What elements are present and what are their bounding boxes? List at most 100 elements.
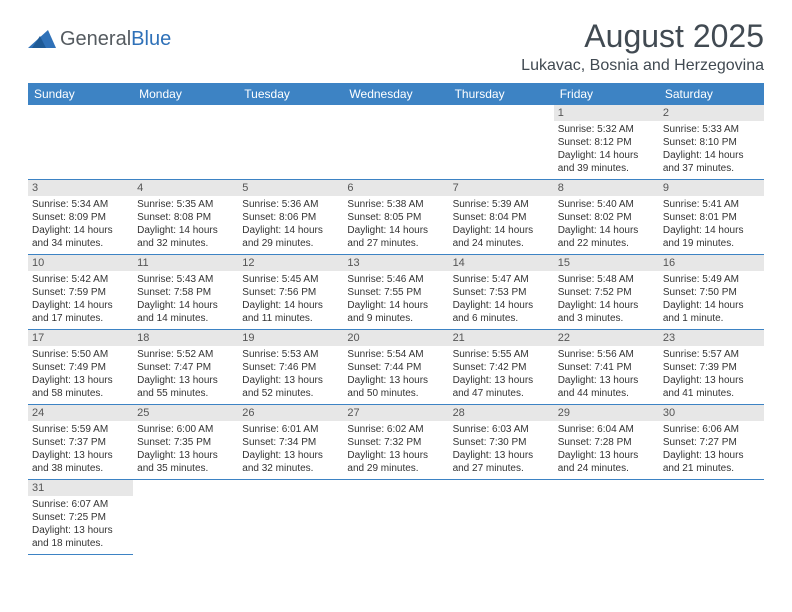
sunset-text: Sunset: 7:47 PM	[137, 361, 234, 374]
day-details: Sunrise: 5:55 AM Sunset: 7:42 PM Dayligh…	[449, 346, 554, 404]
sunset-text: Sunset: 7:28 PM	[558, 436, 655, 449]
logo-text: GeneralBlue	[60, 28, 171, 51]
calendar-cell: 28 Sunrise: 6:03 AM Sunset: 7:30 PM Dayl…	[449, 405, 554, 480]
calendar-cell: 17 Sunrise: 5:50 AM Sunset: 7:49 PM Dayl…	[28, 330, 133, 405]
sunrise-text: Sunrise: 5:50 AM	[32, 348, 129, 361]
calendar-row: 1 Sunrise: 5:32 AM Sunset: 8:12 PM Dayli…	[28, 105, 764, 180]
daylight-text: Daylight: 14 hours and 14 minutes.	[137, 299, 234, 325]
location: Lukavac, Bosnia and Herzegovina	[521, 57, 764, 75]
day-details: Sunrise: 6:03 AM Sunset: 7:30 PM Dayligh…	[449, 421, 554, 479]
calendar-cell: 27 Sunrise: 6:02 AM Sunset: 7:32 PM Dayl…	[343, 405, 448, 480]
calendar-cell: 23 Sunrise: 5:57 AM Sunset: 7:39 PM Dayl…	[659, 330, 764, 405]
day-details: Sunrise: 6:06 AM Sunset: 7:27 PM Dayligh…	[659, 421, 764, 479]
daylight-text: Daylight: 13 hours and 18 minutes.	[32, 524, 129, 550]
logo-icon	[28, 26, 56, 53]
calendar-cell: 14 Sunrise: 5:47 AM Sunset: 7:53 PM Dayl…	[449, 255, 554, 330]
day-details: Sunrise: 6:01 AM Sunset: 7:34 PM Dayligh…	[238, 421, 343, 479]
daylight-text: Daylight: 13 hours and 35 minutes.	[137, 449, 234, 475]
sunset-text: Sunset: 7:37 PM	[32, 436, 129, 449]
day-details: Sunrise: 5:56 AM Sunset: 7:41 PM Dayligh…	[554, 346, 659, 404]
weekday-header: Thursday	[449, 83, 554, 105]
calendar-cell: 24 Sunrise: 5:59 AM Sunset: 7:37 PM Dayl…	[28, 405, 133, 480]
calendar-cell: 2 Sunrise: 5:33 AM Sunset: 8:10 PM Dayli…	[659, 105, 764, 180]
sunrise-text: Sunrise: 5:39 AM	[453, 198, 550, 211]
sunset-text: Sunset: 7:56 PM	[242, 286, 339, 299]
sunset-text: Sunset: 7:55 PM	[347, 286, 444, 299]
sunset-text: Sunset: 7:52 PM	[558, 286, 655, 299]
sunset-text: Sunset: 8:05 PM	[347, 211, 444, 224]
day-number: 19	[238, 330, 343, 346]
sunset-text: Sunset: 7:32 PM	[347, 436, 444, 449]
sunset-text: Sunset: 7:44 PM	[347, 361, 444, 374]
calendar-cell: 8 Sunrise: 5:40 AM Sunset: 8:02 PM Dayli…	[554, 180, 659, 255]
day-details: Sunrise: 5:34 AM Sunset: 8:09 PM Dayligh…	[28, 196, 133, 254]
weekday-header: Wednesday	[343, 83, 448, 105]
sunset-text: Sunset: 7:59 PM	[32, 286, 129, 299]
day-number: 26	[238, 405, 343, 421]
sunrise-text: Sunrise: 5:41 AM	[663, 198, 760, 211]
day-details: Sunrise: 5:52 AM Sunset: 7:47 PM Dayligh…	[133, 346, 238, 404]
daylight-text: Daylight: 13 hours and 29 minutes.	[347, 449, 444, 475]
sunrise-text: Sunrise: 5:54 AM	[347, 348, 444, 361]
calendar-cell: 25 Sunrise: 6:00 AM Sunset: 7:35 PM Dayl…	[133, 405, 238, 480]
daylight-text: Daylight: 13 hours and 52 minutes.	[242, 374, 339, 400]
sunrise-text: Sunrise: 6:01 AM	[242, 423, 339, 436]
calendar-cell: 12 Sunrise: 5:45 AM Sunset: 7:56 PM Dayl…	[238, 255, 343, 330]
calendar-row: 10 Sunrise: 5:42 AM Sunset: 7:59 PM Dayl…	[28, 255, 764, 330]
daylight-text: Daylight: 13 hours and 21 minutes.	[663, 449, 760, 475]
sunset-text: Sunset: 7:25 PM	[32, 511, 129, 524]
day-details: Sunrise: 5:49 AM Sunset: 7:50 PM Dayligh…	[659, 271, 764, 329]
day-number: 28	[449, 405, 554, 421]
day-details: Sunrise: 5:47 AM Sunset: 7:53 PM Dayligh…	[449, 271, 554, 329]
calendar-cell: 1 Sunrise: 5:32 AM Sunset: 8:12 PM Dayli…	[554, 105, 659, 180]
day-details: Sunrise: 6:07 AM Sunset: 7:25 PM Dayligh…	[28, 496, 133, 554]
day-number: 24	[28, 405, 133, 421]
day-details: Sunrise: 5:40 AM Sunset: 8:02 PM Dayligh…	[554, 196, 659, 254]
weekday-header: Friday	[554, 83, 659, 105]
day-details: Sunrise: 5:46 AM Sunset: 7:55 PM Dayligh…	[343, 271, 448, 329]
calendar-cell: 31 Sunrise: 6:07 AM Sunset: 7:25 PM Dayl…	[28, 480, 133, 555]
day-number: 9	[659, 180, 764, 196]
calendar-row: 31 Sunrise: 6:07 AM Sunset: 7:25 PM Dayl…	[28, 480, 764, 555]
day-number: 22	[554, 330, 659, 346]
calendar-row: 3 Sunrise: 5:34 AM Sunset: 8:09 PM Dayli…	[28, 180, 764, 255]
day-number: 13	[343, 255, 448, 271]
calendar-cell: 9 Sunrise: 5:41 AM Sunset: 8:01 PM Dayli…	[659, 180, 764, 255]
sunrise-text: Sunrise: 6:00 AM	[137, 423, 234, 436]
sunset-text: Sunset: 7:46 PM	[242, 361, 339, 374]
daylight-text: Daylight: 14 hours and 17 minutes.	[32, 299, 129, 325]
calendar-table: Sunday Monday Tuesday Wednesday Thursday…	[28, 83, 764, 555]
day-details: Sunrise: 5:42 AM Sunset: 7:59 PM Dayligh…	[28, 271, 133, 329]
sunset-text: Sunset: 8:02 PM	[558, 211, 655, 224]
day-number: 20	[343, 330, 448, 346]
daylight-text: Daylight: 14 hours and 32 minutes.	[137, 224, 234, 250]
daylight-text: Daylight: 14 hours and 39 minutes.	[558, 149, 655, 175]
calendar-cell-empty	[133, 105, 238, 180]
daylight-text: Daylight: 13 hours and 38 minutes.	[32, 449, 129, 475]
day-number: 31	[28, 480, 133, 496]
day-number: 15	[554, 255, 659, 271]
sunset-text: Sunset: 7:27 PM	[663, 436, 760, 449]
day-number: 17	[28, 330, 133, 346]
day-number: 11	[133, 255, 238, 271]
day-details: Sunrise: 5:57 AM Sunset: 7:39 PM Dayligh…	[659, 346, 764, 404]
day-details: Sunrise: 6:02 AM Sunset: 7:32 PM Dayligh…	[343, 421, 448, 479]
day-details: Sunrise: 5:45 AM Sunset: 7:56 PM Dayligh…	[238, 271, 343, 329]
daylight-text: Daylight: 14 hours and 24 minutes.	[453, 224, 550, 250]
calendar-cell-empty	[449, 105, 554, 180]
day-number: 27	[343, 405, 448, 421]
sunrise-text: Sunrise: 6:06 AM	[663, 423, 760, 436]
sunrise-text: Sunrise: 6:07 AM	[32, 498, 129, 511]
day-number: 8	[554, 180, 659, 196]
sunrise-text: Sunrise: 5:46 AM	[347, 273, 444, 286]
sunrise-text: Sunrise: 5:52 AM	[137, 348, 234, 361]
calendar-row: 24 Sunrise: 5:59 AM Sunset: 7:37 PM Dayl…	[28, 405, 764, 480]
sunrise-text: Sunrise: 5:36 AM	[242, 198, 339, 211]
sunrise-text: Sunrise: 5:47 AM	[453, 273, 550, 286]
calendar-cell: 11 Sunrise: 5:43 AM Sunset: 7:58 PM Dayl…	[133, 255, 238, 330]
sunrise-text: Sunrise: 5:57 AM	[663, 348, 760, 361]
title-block: August 2025 Lukavac, Bosnia and Herzegov…	[521, 18, 764, 75]
calendar-cell: 13 Sunrise: 5:46 AM Sunset: 7:55 PM Dayl…	[343, 255, 448, 330]
day-details: Sunrise: 5:32 AM Sunset: 8:12 PM Dayligh…	[554, 121, 659, 179]
sunrise-text: Sunrise: 5:49 AM	[663, 273, 760, 286]
